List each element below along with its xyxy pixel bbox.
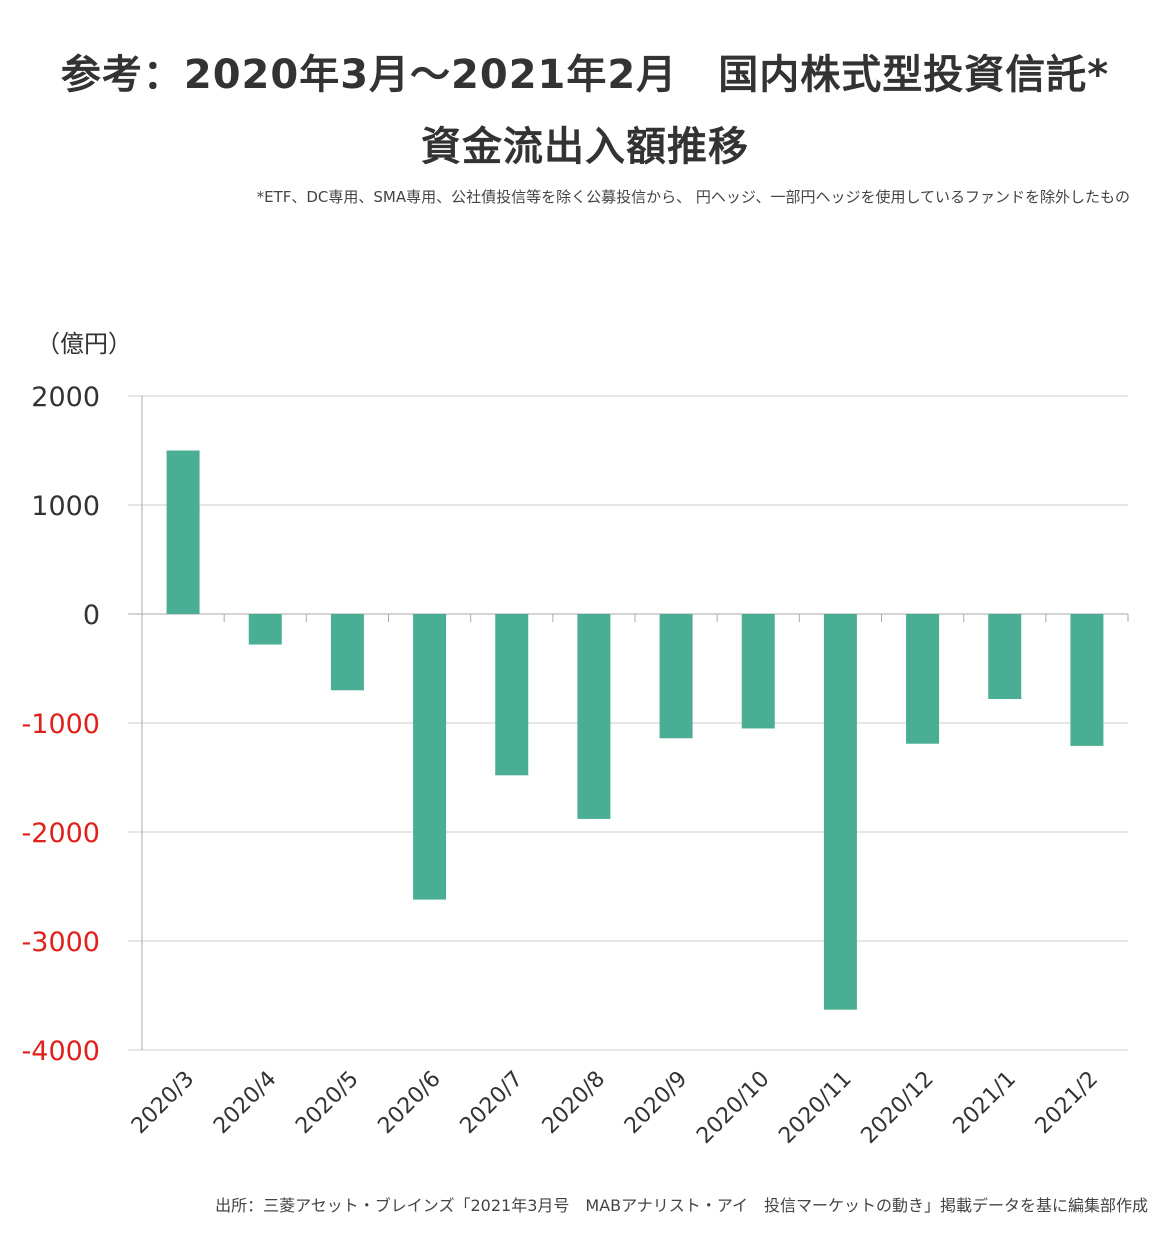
y-tick-label: -4000: [22, 1036, 100, 1067]
y-tick-label: 0: [83, 600, 100, 631]
bar-2020-9: [659, 614, 693, 739]
chart-title-line1: 参考：2020年3月～2021年2月 国内株式型投資信託*: [60, 52, 1110, 98]
y-axis-ticks: 2000 1000 0 -1000 -2000 -3000 -4000: [22, 382, 100, 1067]
bar-2020-10: [741, 614, 775, 729]
bar-2020-12: [906, 614, 940, 744]
bar-2020-7: [495, 614, 529, 776]
bar-2020-8: [577, 614, 611, 819]
bar-2020-6: [413, 614, 447, 900]
x-tick-label: 2020/6: [373, 1067, 445, 1139]
x-tick-label: 2021/2: [1031, 1067, 1103, 1139]
x-axis-ticks: 2020/3 2020/4 2020/5 2020/6 2020/7 2020/8 2020…: [127, 1067, 1103, 1149]
y-tick-label: 2000: [31, 382, 100, 413]
y-tick-label: 1000: [31, 491, 100, 522]
x-tick-label: 2020/11: [774, 1067, 856, 1149]
bar-2020-4: [248, 614, 282, 645]
x-axis: [141, 614, 1129, 622]
chart-footnote: *ETF、DC専用、SMA専用、公社債投信等を除く公募投信から、 円ヘッジ、一部…: [256, 188, 1130, 206]
chart-title-line2: 資金流出入額推移: [421, 124, 749, 170]
x-tick-label: 2021/1: [949, 1067, 1021, 1139]
gridlines: [128, 395, 1128, 1051]
bar-2020-3: [166, 450, 200, 614]
x-tick-label: 2020/8: [538, 1067, 610, 1139]
bar-2020-5: [330, 614, 364, 691]
source-note: 出所：三菱アセット・ブレインズ「2021年3月号 MABアナリスト・アイ 投信マ…: [215, 1196, 1148, 1215]
x-tick-label: 2020/12: [857, 1067, 939, 1149]
y-tick-label: -3000: [22, 927, 100, 958]
y-axis-unit-label: （億円）: [36, 330, 132, 358]
x-tick-label: 2020/5: [291, 1067, 363, 1139]
bar-2021-1: [988, 614, 1022, 700]
x-tick-label: 2020/3: [127, 1067, 199, 1139]
x-tick-label: 2020/9: [620, 1067, 692, 1139]
bar-2021-2: [1070, 614, 1104, 746]
y-tick-label: -2000: [22, 818, 100, 849]
x-tick-label: 2020/10: [692, 1067, 774, 1149]
y-tick-label: -1000: [22, 709, 100, 740]
x-tick-label: 2020/4: [209, 1067, 281, 1139]
bar-2020-11: [823, 614, 857, 1010]
x-tick-label: 2020/7: [456, 1067, 528, 1139]
bars: [166, 450, 1104, 1010]
